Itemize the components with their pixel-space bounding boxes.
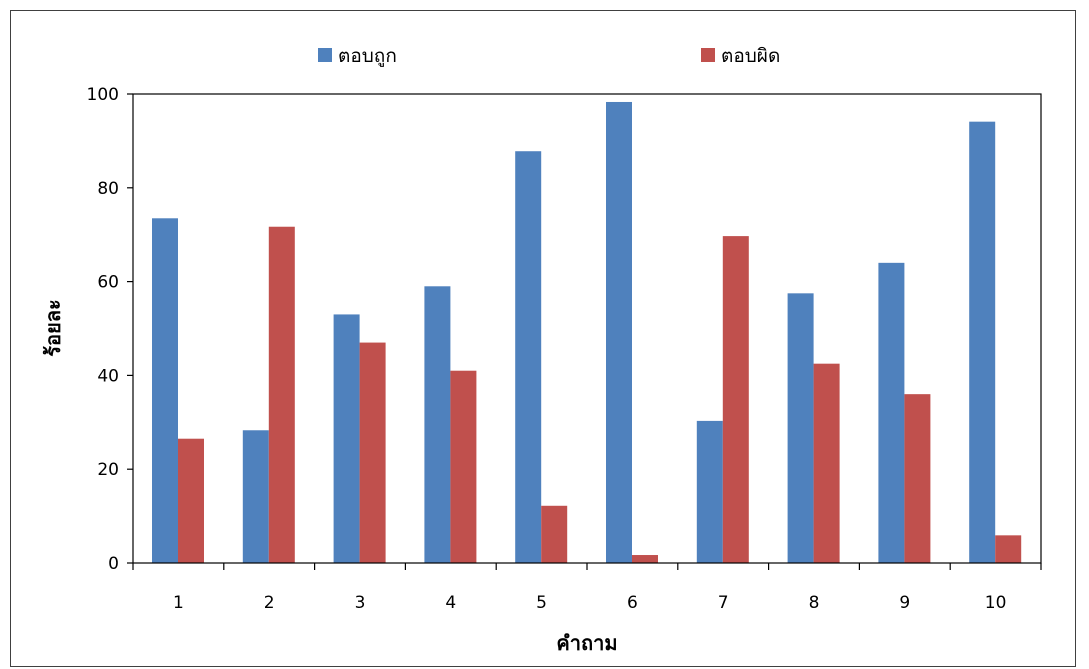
x-tick-label: 6 — [627, 593, 638, 613]
legend: ตอบถูก ตอบผิด — [318, 45, 780, 67]
bar-wrong-q9 — [904, 394, 931, 563]
legend-swatch-correct — [318, 48, 332, 62]
y-tick-label: 100 — [87, 85, 119, 105]
y-tick-label: 80 — [97, 179, 119, 199]
x-tick-label: 8 — [809, 593, 820, 613]
y-axis-ticks: 0 20 40 60 80 100 — [87, 85, 133, 574]
x-tick-label: 9 — [899, 593, 910, 613]
y-tick-label: 60 — [97, 273, 119, 293]
bar-wrong-q3 — [359, 342, 386, 563]
legend-swatch-wrong — [701, 48, 715, 62]
bar-wrong-q4 — [450, 370, 477, 563]
x-tick-label: 5 — [536, 593, 547, 613]
bars-layer — [152, 101, 1022, 564]
x-axis-ticks: 1 2 3 4 5 6 7 8 9 10 — [132, 563, 1042, 613]
bar-correct-q5 — [515, 151, 542, 563]
bar-wrong-q10 — [995, 535, 1022, 563]
y-tick-label: 20 — [97, 460, 119, 480]
bar-wrong-q8 — [813, 363, 840, 563]
x-tick-label: 1 — [173, 593, 184, 613]
bar-wrong-q5 — [541, 505, 568, 563]
x-tick-label: 2 — [264, 593, 275, 613]
x-tick-label: 10 — [985, 593, 1007, 613]
x-tick-label: 3 — [355, 593, 366, 613]
bar-wrong-q2 — [268, 226, 295, 564]
y-axis-title: ร้อยละ — [41, 299, 65, 356]
axes: 0 20 40 60 80 100 1 2 3 4 5 6 7 8 9 10 — [87, 85, 1042, 613]
bar-correct-q4 — [424, 286, 451, 563]
bar-wrong-q7 — [722, 236, 749, 564]
x-tick-label: 4 — [445, 593, 456, 613]
bar-correct-q3 — [333, 314, 360, 563]
bar-correct-q9 — [878, 262, 905, 563]
x-axis-title: คำถาม — [556, 631, 617, 655]
bar-correct-q1 — [152, 218, 178, 564]
legend-label-wrong: ตอบผิด — [721, 45, 780, 67]
bar-wrong-q6 — [632, 555, 658, 563]
bar-correct-q7 — [696, 420, 723, 563]
bar-correct-q10 — [969, 121, 996, 564]
bar-correct-q8 — [787, 293, 814, 563]
legend-label-correct: ตอบถูก — [338, 45, 397, 67]
bar-correct-q2 — [242, 430, 269, 563]
y-tick-label: 40 — [97, 366, 119, 386]
bar-wrong-q1 — [178, 438, 204, 563]
y-tick-label: 0 — [108, 554, 119, 574]
bar-correct-q6 — [606, 101, 632, 563]
x-tick-label: 7 — [718, 593, 729, 613]
